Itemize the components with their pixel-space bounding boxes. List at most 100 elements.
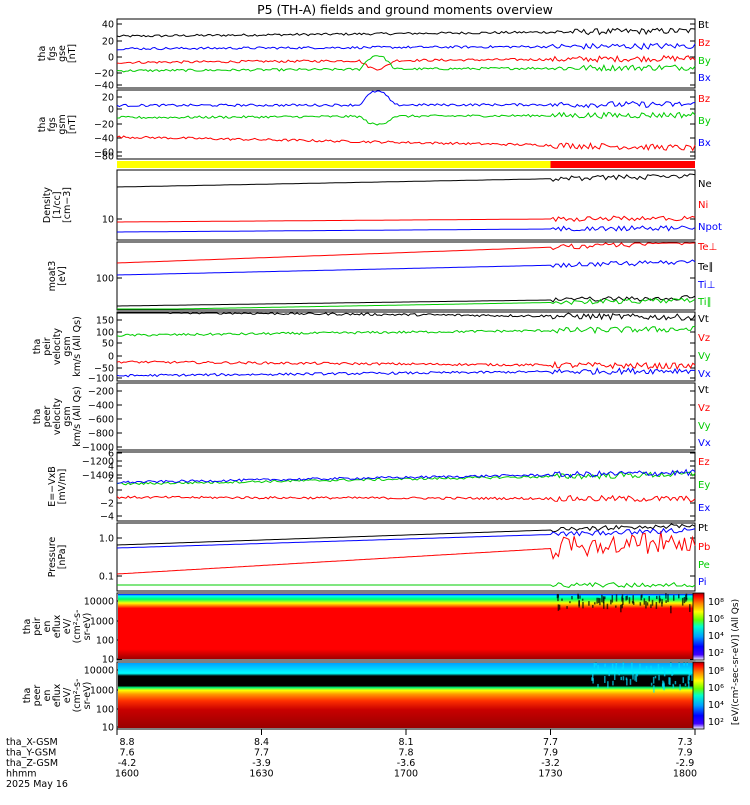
ytick-label: 1000	[90, 617, 114, 628]
panel-7: tha peer velocity gsm km/s (All Qs) −200 −400 −…	[32, 382, 696, 482]
heatmap-texture	[604, 675, 606, 683]
ylabel-text: [nPa]	[57, 545, 68, 570]
ylabel-text: en	[42, 621, 53, 633]
legend-label: Pb	[698, 542, 710, 553]
ytick-label: 0	[108, 53, 114, 64]
heatmap-texture	[688, 673, 690, 681]
panel-frame	[116, 451, 696, 522]
heatmap-texture	[670, 662, 672, 668]
ylabel-text: tha	[37, 46, 48, 62]
legend-label: Bx	[698, 138, 711, 149]
ylabel-text: gsm	[62, 336, 73, 356]
series-line-By	[116, 111, 696, 126]
legend-label: By	[698, 116, 711, 127]
ytick-label: −2	[100, 499, 114, 510]
series-line-Bx	[116, 90, 696, 109]
ylabel-text: gse	[57, 45, 68, 62]
heatmap-texture	[665, 600, 667, 603]
ytick-label: −50	[94, 364, 114, 375]
legend-label: Vz	[698, 403, 710, 414]
colorbar-tick: 10⁸	[708, 666, 724, 677]
colorbar	[692, 592, 705, 661]
ytick-label: −1200	[82, 457, 114, 468]
colorbar-tick: 10⁸	[708, 597, 724, 608]
legend-label: Bx	[698, 73, 711, 84]
ytick-label: −800	[88, 429, 114, 440]
heatmap-texture	[672, 671, 674, 675]
legend-label: Ti⊥	[697, 280, 715, 291]
ytick-label: 100	[96, 274, 114, 285]
ytick-label: 40	[102, 20, 114, 31]
heatmap-texture	[683, 662, 685, 666]
heatmap-texture	[679, 684, 681, 691]
orbit-value: 8.1	[398, 737, 413, 748]
heatmap-texture	[612, 680, 614, 686]
heatmap-texture	[678, 662, 680, 669]
panel-frame	[116, 382, 696, 451]
heatmap-texture	[610, 599, 612, 605]
ylabel-text: fgs	[47, 46, 58, 60]
heatmap-texture	[581, 598, 584, 601]
colorbar-tick: 10⁶	[708, 614, 724, 625]
heatmap-texture	[645, 600, 647, 609]
series-line-Vy	[116, 325, 696, 337]
ytick-label: 4	[108, 462, 114, 473]
legend-label: Ti∥	[697, 297, 712, 308]
heatmap-texture	[611, 663, 614, 670]
orbit-value: 7.9	[543, 748, 558, 759]
ytick-label: −1400	[82, 471, 114, 482]
ytick-label: 0	[108, 352, 114, 363]
heatmap-texture	[579, 595, 581, 599]
heatmap-texture	[658, 595, 661, 604]
heatmap-texture	[651, 599, 654, 606]
plot-title: P5 (TH-A) fields and ground moments over…	[257, 2, 553, 17]
heatmap-texture	[687, 676, 690, 684]
panel-1: tha fgs gse [nT] 40 20 0 −20−40	[37, 18, 696, 92]
series-line-Pt	[116, 523, 696, 546]
ylabel-text: [mV/m]	[57, 469, 68, 505]
orbit-row-label: hhmm	[6, 769, 37, 780]
heatmap-texture	[631, 662, 633, 670]
ylabel-text: peir	[32, 617, 43, 636]
series-line-Bz	[116, 135, 696, 152]
heatmap-texture	[620, 604, 622, 613]
heatmap-texture	[595, 662, 597, 666]
heatmap-texture	[578, 600, 580, 606]
heatmap-texture	[611, 595, 614, 603]
ylabel-text: [cm−3]	[62, 187, 73, 223]
heatmap-texture	[662, 668, 664, 672]
heatmap-texture	[636, 672, 639, 677]
ylabel-text: [nT]	[67, 115, 78, 134]
panel-2: tha fgs gsm [nT] 200 −20 −40 −60−80	[37, 89, 696, 163]
ytick-label: 0	[108, 105, 114, 116]
ylabel-text: [eV]	[57, 266, 68, 286]
ylabel-text: (cm²-s-	[72, 679, 83, 713]
heatmap-texture	[628, 597, 631, 604]
heatmap-texture	[608, 670, 610, 677]
heatmap-texture	[592, 678, 594, 684]
heatmap-texture	[643, 598, 646, 605]
ytick-label: −100	[88, 374, 114, 385]
orbit-value: 7.3	[677, 737, 692, 748]
heatmap-texture	[602, 596, 605, 604]
ytick-label: 100	[96, 636, 114, 647]
ylabel-text: velocity	[52, 328, 63, 366]
ytick-label: 10	[102, 655, 114, 666]
orbit-value: 7.7	[543, 737, 558, 748]
ytick-label: 1.0	[99, 534, 114, 545]
heatmap-texture	[674, 681, 677, 685]
heatmap-texture	[604, 663, 606, 667]
series-line-By	[116, 55, 696, 73]
ylabel-text: peir	[42, 337, 53, 356]
legend-label: Ey	[698, 480, 710, 491]
orbit-value: -3.9	[252, 758, 271, 769]
colorbar-tick: 10²	[708, 648, 724, 659]
heatmap-spectrogram	[118, 594, 694, 659]
series-line-Bz	[116, 54, 696, 71]
ytick-label: 50	[102, 339, 114, 350]
panel-11: tha peer en eflux eV/(cm²-s-sr-eV) 10000 1000 1…	[22, 661, 696, 734]
ytick-label: 10	[102, 215, 114, 226]
